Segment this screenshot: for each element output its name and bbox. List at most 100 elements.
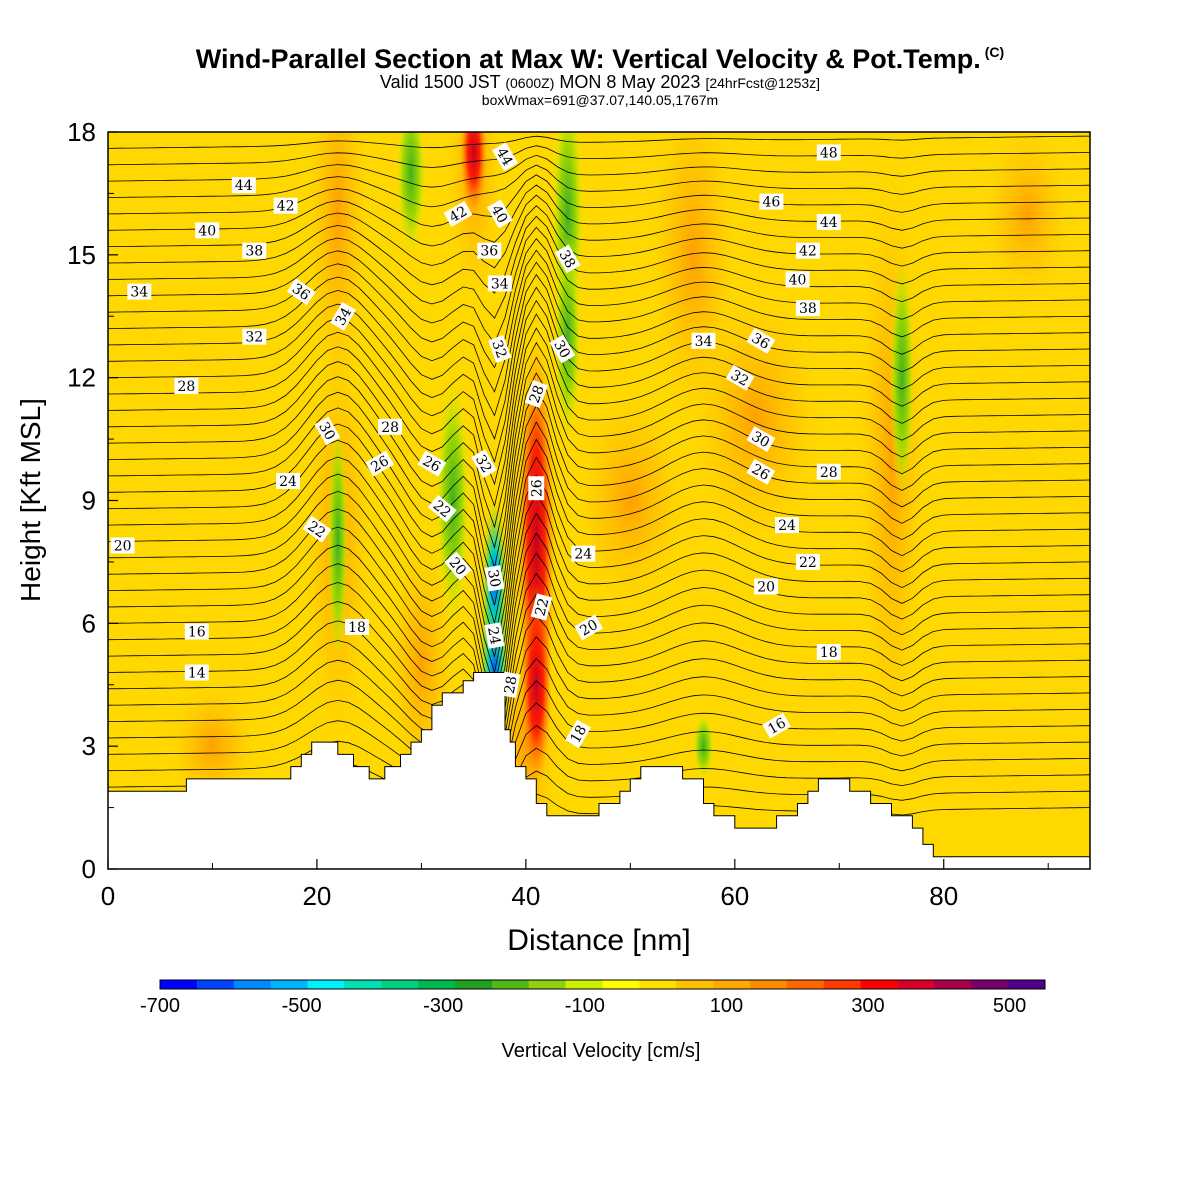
contour-label: 30 <box>549 334 576 364</box>
theta-contour <box>108 226 1090 344</box>
title-main-text: Wind-Parallel Section at Max W: Vertical… <box>195 44 981 74</box>
colorbar-tick-label: -500 <box>282 995 322 1017</box>
x-tick-label: 40 <box>511 881 540 911</box>
colorbar-tick-label: 300 <box>851 995 884 1017</box>
theta-contour <box>108 657 1090 795</box>
contour-label: 42 <box>795 242 820 260</box>
theta-contour <box>108 299 1090 486</box>
theta-contour <box>108 154 1090 188</box>
colorbar-swatch <box>1008 980 1046 989</box>
y-tick-label: 9 <box>82 486 96 516</box>
contour-label-text: 38 <box>799 301 817 317</box>
x-tick-label: 0 <box>101 881 115 911</box>
contour-label-text: 34 <box>491 277 509 293</box>
chart-title: Wind-Parallel Section at Max W: Vertical… <box>0 44 1200 75</box>
theta-contour <box>108 636 1090 786</box>
contour-label-text: 24 <box>574 547 592 563</box>
contour-label-text: 38 <box>245 244 263 260</box>
contour-label: 18 <box>816 644 841 661</box>
colorbar-tick-label: -100 <box>565 995 605 1017</box>
contour-label: 18 <box>345 619 369 636</box>
contour-label: 26 <box>746 458 776 485</box>
contour-label: 24 <box>571 545 596 563</box>
theta-contour <box>108 512 1090 717</box>
theta-contour <box>108 474 1090 688</box>
contour-label-text: 42 <box>799 244 817 260</box>
contour-label: 44 <box>816 214 841 231</box>
contour-label-text: 26 <box>749 461 773 484</box>
contour-label-text: 18 <box>348 620 366 636</box>
contour-label-text: 44 <box>820 215 838 231</box>
contour-label-text: 28 <box>527 383 548 405</box>
contour-label-text: 40 <box>789 272 807 288</box>
contour-label-text: 14 <box>188 666 206 682</box>
contour-label-text: 26 <box>529 479 545 497</box>
contour-label: 38 <box>242 242 267 260</box>
contour-label-text: 24 <box>279 474 297 490</box>
colorbar: -700 -500 -300 -100 100 300 500 Vertical Veloci… <box>140 979 1046 1062</box>
theta-contour <box>108 421 1090 641</box>
contour-label-text: 22 <box>532 597 552 618</box>
contour-label: 42 <box>273 197 298 215</box>
theta-contour <box>108 356 1090 570</box>
theta-contour <box>108 702 1090 813</box>
theta-contour <box>108 680 1090 804</box>
contour-label-text: 24 <box>484 626 503 646</box>
contour-label: 32 <box>471 449 498 478</box>
colorbar-tick-label: 100 <box>710 995 743 1017</box>
contour-label-text: 30 <box>315 420 338 443</box>
colorbar-swatch <box>713 980 751 989</box>
contour-label: 34 <box>330 301 357 331</box>
colorbar-swatch <box>823 980 862 989</box>
theta-contour <box>108 614 1090 776</box>
contour-label-text: 44 <box>235 178 253 194</box>
contour-label: 24 <box>276 473 300 490</box>
theta-contour <box>108 184 1090 247</box>
contour-label-text: 32 <box>472 452 495 475</box>
colorbar-frame <box>159 979 1046 990</box>
contour-label: 20 <box>754 578 779 596</box>
theta-contour <box>108 215 1090 319</box>
theta-contour <box>108 103 1090 117</box>
theta-contour <box>108 404 1090 624</box>
theta-contour <box>108 341 1090 550</box>
contour-label: 32 <box>488 334 512 364</box>
contour-label: 26 <box>528 476 545 501</box>
contour-label: 16 <box>184 623 209 641</box>
valid-time-utc: (0600Z) <box>505 75 555 91</box>
theta-contour <box>108 249 1090 393</box>
contour-label: 48 <box>816 144 841 162</box>
contour-label: 20 <box>110 537 135 555</box>
y-tick-label: 6 <box>82 608 96 638</box>
colorbar-swatch <box>270 980 309 989</box>
contour-label-text: 40 <box>198 223 216 239</box>
copyright-mark: (C) <box>984 44 1005 60</box>
theta-contour <box>108 174 1090 227</box>
colorbar-swatch <box>971 980 1009 989</box>
velocity-field <box>108 132 1090 869</box>
colorbar-swatch <box>233 980 272 989</box>
theta-contour <box>108 532 1090 730</box>
contour-label: 22 <box>530 593 553 621</box>
colorbar-label: Vertical Velocity [cm/s] <box>502 1040 701 1062</box>
contour-label: 30 <box>484 565 505 592</box>
contour-label-text: 24 <box>778 518 796 534</box>
contour-label-text: 20 <box>577 617 600 640</box>
theta-contour <box>108 238 1090 369</box>
contour-label: 36 <box>746 327 776 354</box>
colorbar-swatch <box>160 980 198 989</box>
valid-time: Valid 1500 JST <box>379 72 501 92</box>
colorbar-tick-label: -700 <box>140 995 180 1017</box>
contour-label: 28 <box>816 463 841 481</box>
theta-contour <box>108 593 1090 765</box>
colorbar-swatch <box>196 980 235 989</box>
contour-label-text: 28 <box>177 379 195 395</box>
theta-contour <box>108 164 1090 208</box>
theta-contour <box>108 273 1090 441</box>
contour-label: 24 <box>484 622 505 649</box>
contour-label: 40 <box>486 199 513 229</box>
y-tick-label: 12 <box>67 363 96 393</box>
colorbar-swatch <box>381 980 419 989</box>
